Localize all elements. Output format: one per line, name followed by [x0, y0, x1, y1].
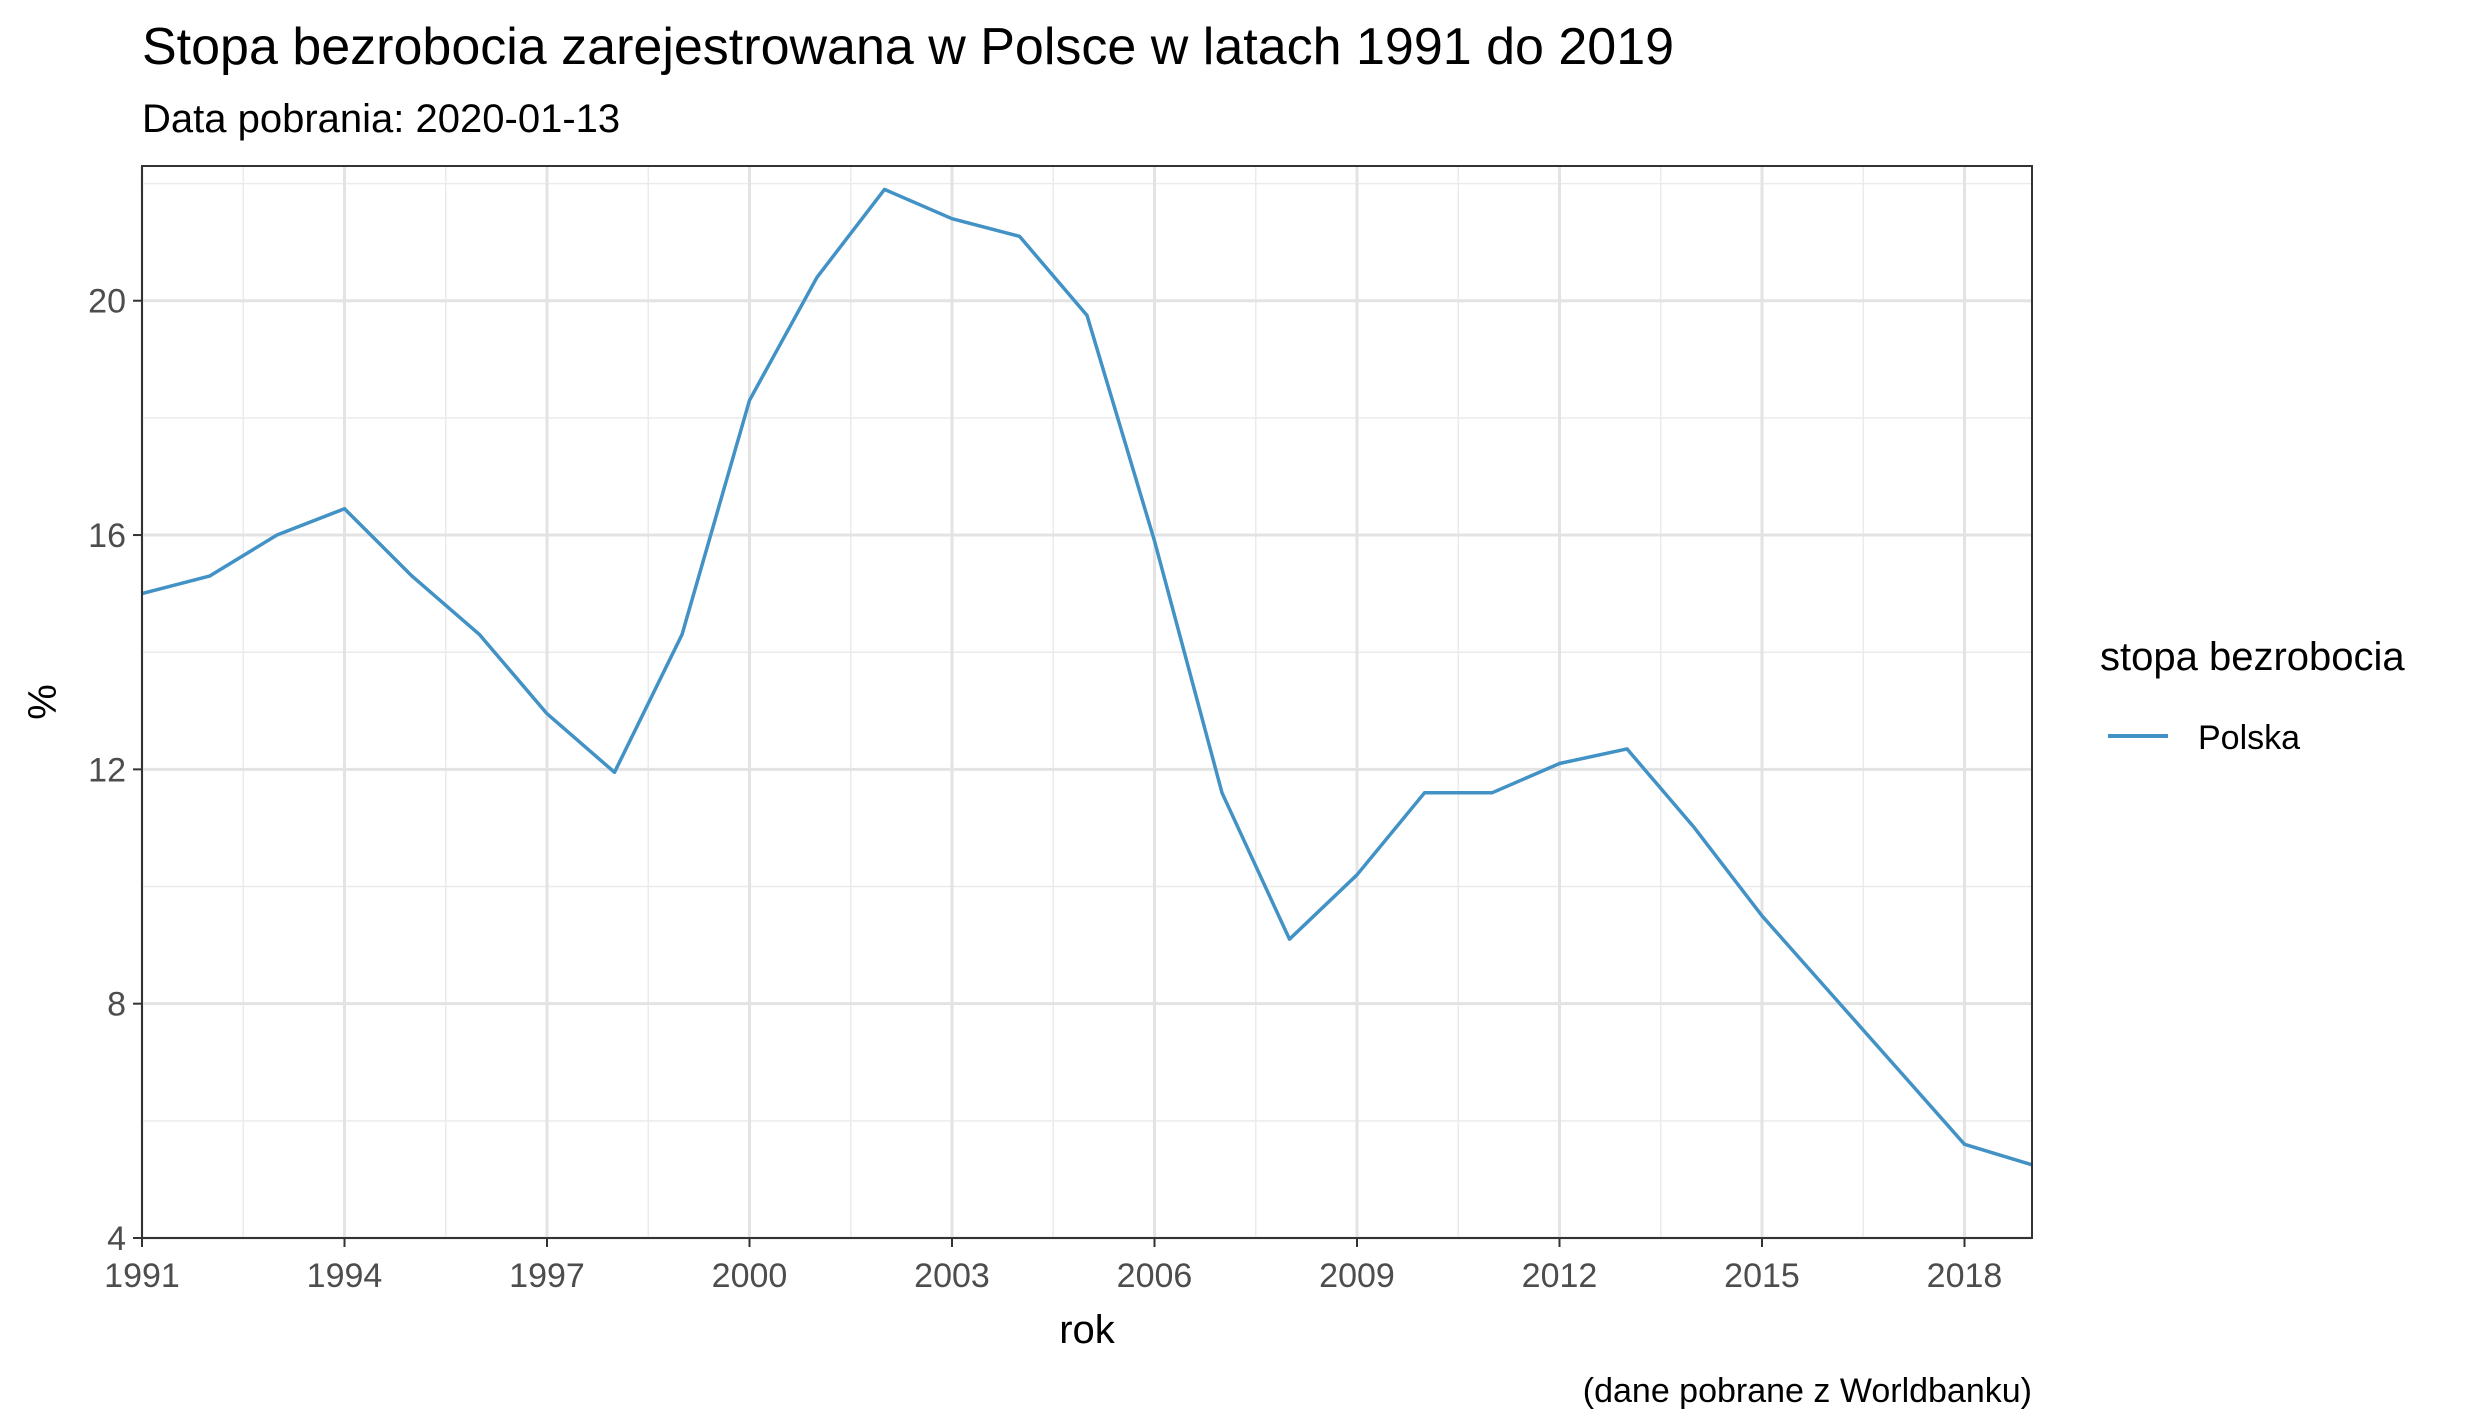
x-tick-label: 2018: [1927, 1257, 2003, 1295]
y-axis-title: %: [21, 684, 65, 720]
legend-label-polska: Polska: [2198, 719, 2300, 757]
plot-border: [141, 165, 2033, 1239]
legend-title: stopa bezrobocia: [2100, 635, 2405, 679]
y-tick-label: 12: [88, 751, 126, 789]
y-tick-label: 4: [107, 1220, 126, 1258]
plot-panel: [140, 165, 2033, 1240]
x-tick-label: 2012: [1522, 1257, 1598, 1295]
legend: stopa bezrobocia Polska: [2100, 635, 2405, 757]
series-layer: [141, 187, 2033, 1167]
x-axis: 1991 1994 1997 2000 2003 2006 2009 2012 2015 2018: [104, 1238, 2002, 1295]
x-tick-label: 2000: [712, 1257, 788, 1295]
chart-title: Stopa bezrobocia zarejestrowana w Polsce…: [142, 18, 1674, 76]
series-line-polska: [141, 187, 2033, 1167]
x-axis-title: rok: [1059, 1308, 1116, 1352]
y-tick-label: 8: [107, 986, 126, 1024]
x-tick-label: 2003: [914, 1257, 990, 1295]
x-tick-label: 1994: [307, 1257, 383, 1295]
chart-caption: (dane pobrane z Worldbanku): [1583, 1372, 2032, 1410]
y-axis: 4 8 12 16 20: [88, 283, 142, 1258]
chart-subtitle: Data pobrania: 2020-01-13: [142, 97, 620, 141]
x-tick-label: 1997: [509, 1257, 585, 1295]
grid-lines: [140, 166, 2032, 1240]
x-tick-label: 2006: [1117, 1257, 1193, 1295]
x-tick-label: 2009: [1319, 1257, 1395, 1295]
y-tick-label: 20: [88, 283, 126, 321]
x-tick-label: 1991: [104, 1257, 180, 1295]
y-tick-label: 16: [88, 517, 126, 555]
x-tick-label: 2015: [1724, 1257, 1800, 1295]
